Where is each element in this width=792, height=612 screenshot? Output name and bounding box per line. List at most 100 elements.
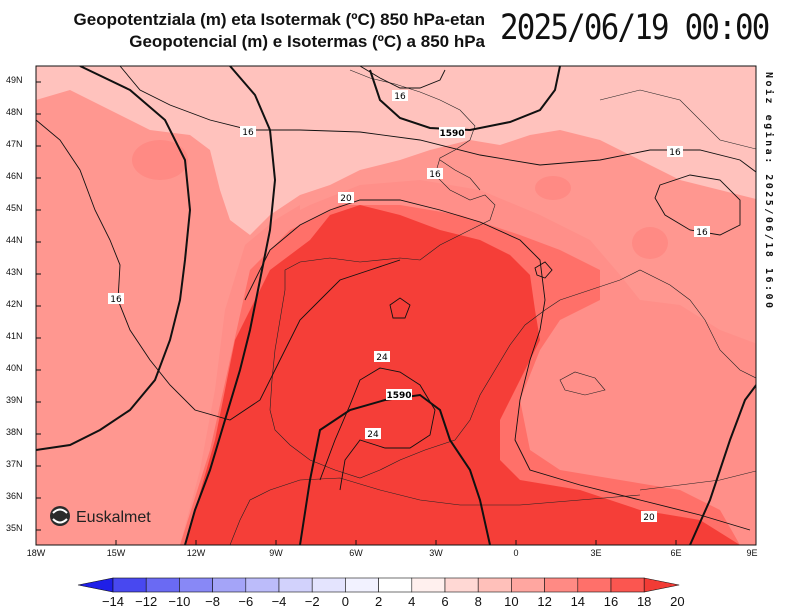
colorbar-swatch bbox=[278, 577, 313, 593]
colorbar-label: 14 bbox=[570, 594, 586, 609]
colorbar-swatch bbox=[511, 577, 545, 593]
euskalmet-logo: Euskalmet bbox=[50, 506, 151, 526]
colorbar-label: 0 bbox=[341, 594, 349, 609]
isotherm-label: 24 bbox=[374, 351, 390, 363]
svg-text:1590: 1590 bbox=[386, 391, 411, 401]
isotherm-label: 16 bbox=[392, 90, 408, 102]
colorbar-swatch bbox=[311, 577, 346, 593]
isotherm-label: 20 bbox=[338, 192, 354, 204]
lon-label: 6W bbox=[349, 548, 363, 558]
colorbar-swatch bbox=[411, 577, 446, 593]
lat-label: 38N bbox=[6, 427, 23, 437]
lon-label: 15W bbox=[106, 548, 126, 558]
colorbar-swatch bbox=[577, 577, 612, 593]
geopotential-label: 1590 bbox=[386, 389, 412, 401]
warm-patch-atlantic bbox=[132, 140, 188, 180]
svg-text:16: 16 bbox=[669, 148, 681, 158]
lon-label: 3E bbox=[590, 548, 602, 558]
coastlines bbox=[229, 69, 756, 545]
lat-label: 47N bbox=[6, 139, 23, 149]
axis-ticks bbox=[35, 81, 757, 545]
svg-text:1590: 1590 bbox=[439, 129, 464, 139]
lat-label: 39N bbox=[6, 395, 23, 405]
lon-label: 3W bbox=[429, 548, 443, 558]
lat-label: 45N bbox=[6, 203, 23, 213]
colorbar-label: −12 bbox=[135, 594, 158, 609]
lat-label: 35N bbox=[6, 523, 23, 533]
lon-label: 9W bbox=[269, 548, 283, 558]
colorbar-swatch bbox=[610, 577, 645, 593]
isotherm-label: 16 bbox=[240, 126, 256, 138]
isotherms bbox=[36, 66, 756, 531]
colorbar-swatch bbox=[245, 577, 280, 593]
geopotential-label: 1590 bbox=[439, 127, 465, 139]
lon-label: 18W bbox=[26, 548, 46, 558]
svg-text:16: 16 bbox=[242, 128, 254, 138]
isotherm-label: 20 bbox=[641, 511, 657, 523]
contour-labels: 16 16 16 16 16 16 20 24 24 20 1590 1590 bbox=[108, 90, 710, 523]
colorbar-swatch bbox=[145, 577, 180, 593]
lat-label: 43N bbox=[6, 267, 23, 277]
colorbar-label: 6 bbox=[441, 594, 449, 609]
lat-label: 40N bbox=[6, 363, 23, 373]
colorbar-swatch bbox=[444, 577, 479, 593]
svg-text:16: 16 bbox=[429, 170, 441, 180]
colorbar-label: −8 bbox=[205, 594, 220, 609]
colorbar-swatch bbox=[112, 577, 147, 593]
lat-label: 46N bbox=[6, 171, 23, 181]
colorbar-label: −6 bbox=[238, 594, 254, 609]
lat-label: 36N bbox=[6, 491, 23, 501]
lon-label: 6E bbox=[670, 548, 682, 558]
geopotential-contours bbox=[36, 66, 756, 545]
colorbar-label: −14 bbox=[101, 594, 125, 609]
svg-text:24: 24 bbox=[367, 430, 379, 440]
lat-label: 49N bbox=[6, 75, 23, 85]
colorbar-label: −4 bbox=[271, 594, 287, 609]
colorbar-label: −2 bbox=[304, 594, 320, 609]
svg-text:16: 16 bbox=[696, 228, 708, 238]
lat-label: 44N bbox=[6, 235, 23, 245]
isotherm-label: 16 bbox=[108, 293, 124, 305]
colorbar-swatch bbox=[345, 577, 379, 593]
isotherm-label: 16 bbox=[694, 226, 710, 238]
svg-text:20: 20 bbox=[340, 194, 352, 204]
lat-label: 37N bbox=[6, 459, 23, 469]
lon-label: 9E bbox=[746, 548, 758, 558]
colorbar-swatch bbox=[378, 577, 413, 593]
isotherm-label: 16 bbox=[427, 168, 443, 180]
svg-text:24: 24 bbox=[376, 353, 388, 363]
warm-patch-italy bbox=[632, 227, 668, 259]
svg-text:16: 16 bbox=[394, 92, 406, 102]
svg-text:16: 16 bbox=[110, 295, 122, 305]
colorbar-label: 12 bbox=[537, 594, 552, 609]
colorbar-label: 4 bbox=[408, 594, 416, 609]
shade-20-plus bbox=[185, 205, 740, 545]
valid-time: 2025/06/19 00:00 bbox=[500, 8, 770, 48]
colorbar-arrow-low bbox=[77, 577, 114, 593]
colorbar-label: −10 bbox=[168, 594, 191, 609]
colorbar-label: 8 bbox=[474, 594, 482, 609]
isotherm-label: 16 bbox=[667, 146, 683, 158]
colorbar bbox=[77, 577, 680, 593]
colorbar-swatch bbox=[544, 577, 579, 593]
map-title-spanish: Geopotencial (m) e Isotermas (ºC) a 850 … bbox=[129, 32, 485, 51]
colorbar-label: 18 bbox=[636, 594, 652, 609]
colorbar-swatch bbox=[477, 577, 512, 593]
colorbar-label: 2 bbox=[374, 594, 383, 609]
svg-text:20: 20 bbox=[643, 513, 655, 523]
colorbar-swatch bbox=[179, 577, 213, 593]
run-time-note: Noiz egina: 2025/06/18 16:00 bbox=[763, 72, 774, 311]
colorbar-swatch bbox=[212, 577, 247, 593]
map-field: 16 16 16 16 16 16 20 24 24 20 1590 1590 bbox=[36, 66, 756, 545]
lat-label: 41N bbox=[6, 331, 23, 341]
lon-label: 12W bbox=[186, 548, 206, 558]
colorbar-arrow-high bbox=[643, 577, 680, 593]
isotherm-label: 24 bbox=[365, 428, 381, 440]
svg-text:Euskalmet: Euskalmet bbox=[76, 509, 151, 526]
lon-label: 0 bbox=[513, 548, 519, 558]
warm-patch-alps bbox=[535, 176, 571, 200]
map-title-basque: Geopotentziala (m) eta Isotermak (ºC) 85… bbox=[73, 10, 485, 29]
colorbar-label: 10 bbox=[504, 594, 519, 609]
colorbar-label: 20 bbox=[670, 594, 685, 609]
